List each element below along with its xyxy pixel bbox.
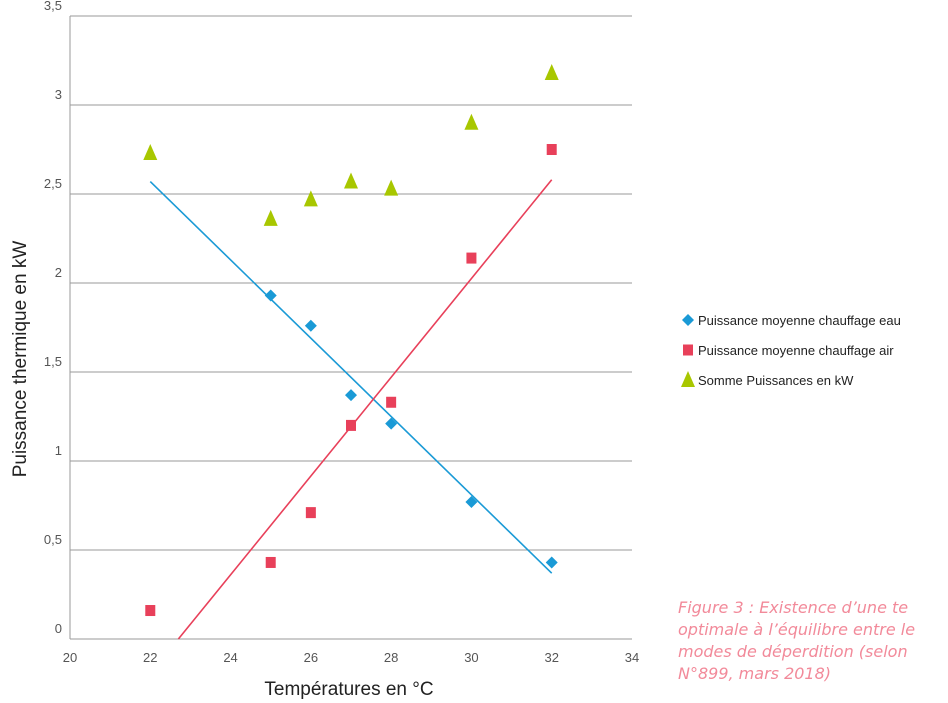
- data-point-square: [265, 556, 276, 568]
- x-tick-label: 26: [304, 650, 318, 665]
- data-point-square: [546, 144, 557, 155]
- x-axis-title: Températures en °C: [264, 679, 433, 700]
- legend-marker-diamond: [682, 314, 694, 326]
- caption-line: Figure 3 : Existence d’une te: [678, 598, 909, 617]
- legend: Puissance moyenne chauffage eau Puissance…: [681, 313, 901, 388]
- data-point-diamond: [264, 289, 277, 302]
- x-tick-label: 24: [223, 650, 237, 665]
- y-tick-label: 3: [55, 87, 62, 102]
- x-axis-ticks: 20 22 24 26 28 30 32 34: [63, 650, 639, 665]
- y-tick-label: 1,5: [44, 354, 62, 369]
- trendlines: [149, 179, 553, 640]
- y-tick-label: 0: [55, 621, 62, 636]
- legend-marker-square: [683, 344, 693, 356]
- x-tick-label: 20: [63, 650, 77, 665]
- data-point-square: [386, 396, 397, 408]
- data-point-diamond: [545, 556, 558, 569]
- x-tick-label: 34: [625, 650, 639, 665]
- data-point-triangle: [544, 63, 559, 80]
- data-point-diamond: [345, 389, 357, 402]
- data-point-triangle: [263, 209, 278, 226]
- data-point-square: [145, 605, 156, 617]
- y-tick-label: 0,5: [44, 532, 62, 547]
- data-point-square: [305, 507, 316, 519]
- trendline: [177, 179, 553, 640]
- grid-lines: [69, 15, 632, 640]
- figure-caption: Figure 3 : Existence d’une te optimale à…: [678, 597, 948, 685]
- x-tick-label: 32: [544, 650, 558, 665]
- data-point-triangle: [303, 190, 318, 207]
- data-point-square: [466, 252, 477, 264]
- x-tick-label: 30: [464, 650, 478, 665]
- data-point-triangle: [344, 172, 358, 189]
- data-point-triangle: [464, 113, 479, 130]
- legend-label: Puissance moyenne chauffage air: [698, 343, 894, 358]
- data-point-triangle: [384, 179, 399, 196]
- data-point-diamond: [465, 495, 478, 508]
- data-point-diamond: [385, 417, 398, 430]
- trendline: [149, 180, 553, 574]
- legend-label: Somme Puissances en kW: [698, 373, 854, 388]
- y-axis-title: Puissance thermique en kW: [10, 241, 31, 478]
- caption-line: modes de déperdition (selon: [678, 642, 908, 661]
- data-point-diamond: [304, 319, 317, 332]
- y-tick-label: 1: [55, 443, 62, 458]
- caption-line: N°899, mars 2018): [678, 664, 832, 683]
- data-point-triangle: [143, 144, 158, 161]
- data-point-square: [346, 419, 356, 431]
- legend-label: Puissance moyenne chauffage eau: [698, 313, 901, 328]
- y-tick-label: 3,5: [44, 0, 62, 13]
- data-points: [143, 63, 559, 617]
- y-axis-ticks: 0 0,5 1 1,5 2 2,5 3 3,5: [44, 0, 62, 636]
- x-tick-label: 22: [143, 650, 157, 665]
- legend-marker-triangle: [681, 371, 695, 387]
- x-tick-label: 28: [384, 650, 398, 665]
- y-tick-label: 2: [55, 265, 62, 280]
- y-tick-label: 2,5: [44, 176, 62, 191]
- caption-line: optimale à l’équilibre entre le: [678, 620, 916, 639]
